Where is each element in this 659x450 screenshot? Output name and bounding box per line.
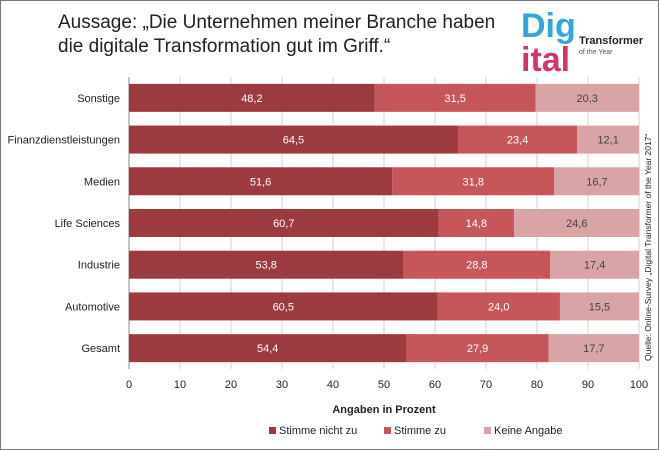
x-axis-title: Angaben in Prozent xyxy=(332,404,436,416)
bar-segment xyxy=(554,167,640,196)
legend-label: Keine Angabe xyxy=(494,425,563,437)
data-label: 23,4 xyxy=(507,135,528,147)
category-label: Medien xyxy=(84,176,120,188)
data-label: 17,4 xyxy=(584,260,605,272)
bar-segment xyxy=(374,83,536,112)
chart-title: Aussage: „Die Unternehmen meiner Branche… xyxy=(58,12,496,57)
legend-label: Stimme nicht zu xyxy=(279,425,357,437)
data-label: 31,8 xyxy=(463,176,484,188)
svg-text:Dig: Dig xyxy=(521,7,576,45)
bar-segment xyxy=(129,292,438,321)
bar-segment xyxy=(437,292,560,321)
legend-swatch xyxy=(484,427,491,434)
x-tick-label: 60 xyxy=(429,379,441,391)
data-label: 24,0 xyxy=(488,301,509,313)
x-tick-label: 0 xyxy=(126,379,132,391)
data-label: 48,2 xyxy=(241,93,262,105)
bar-segment xyxy=(548,334,639,363)
data-label: 28,8 xyxy=(466,260,487,272)
bar-segment xyxy=(129,250,404,279)
category-label: Gesamt xyxy=(81,343,120,355)
x-tick-label: 80 xyxy=(531,379,543,391)
bar-segment xyxy=(129,125,458,154)
data-label: 60,7 xyxy=(273,218,294,230)
category-label: Finanzdienstleistungen xyxy=(7,135,120,147)
x-tick-label: 30 xyxy=(276,379,288,391)
bar-segment xyxy=(559,292,639,321)
legend-swatch xyxy=(384,427,391,434)
bar-segment xyxy=(129,334,407,363)
category-label: Life Sciences xyxy=(55,218,121,230)
data-label: 31,5 xyxy=(444,93,465,105)
x-tick-label: 10 xyxy=(174,379,186,391)
data-label: 20,3 xyxy=(577,93,598,105)
bar-segment xyxy=(550,250,639,279)
category-label: Automotive xyxy=(65,301,120,313)
x-tick-label: 70 xyxy=(480,379,492,391)
bar-segment xyxy=(438,209,515,237)
category-label: Industrie xyxy=(78,260,120,272)
bar-segment xyxy=(535,83,639,112)
logo-text: Transformer xyxy=(579,35,644,47)
x-tick-label: 20 xyxy=(225,379,237,391)
bar-segment xyxy=(129,83,375,112)
bar-segment xyxy=(577,125,639,154)
data-label: 15,5 xyxy=(589,301,610,313)
bar-segment xyxy=(406,334,549,363)
data-label: 53,8 xyxy=(255,260,276,272)
data-label: 24,6 xyxy=(566,218,587,230)
bar-segment xyxy=(129,167,393,196)
digital-transformer-logo: Dig ital Transformer of the Year xyxy=(521,7,644,73)
bar-segment xyxy=(403,250,551,279)
x-tick-label: 50 xyxy=(378,379,390,391)
data-label: 12,1 xyxy=(597,135,618,147)
legend-label: Stimme zu xyxy=(394,425,446,437)
x-tick-label: 90 xyxy=(582,379,594,391)
bar-segment xyxy=(129,209,439,237)
bar-segment xyxy=(514,209,640,237)
data-label: 16,7 xyxy=(586,176,607,188)
category-label: Sonstige xyxy=(77,93,120,105)
data-label: 27,9 xyxy=(467,343,488,355)
bar-segment xyxy=(392,167,555,196)
svg-text:ital: ital xyxy=(521,41,570,73)
data-label: 54,4 xyxy=(257,343,278,355)
logo-subtext: of the Year xyxy=(579,49,613,56)
x-tick-label: 100 xyxy=(630,379,648,391)
data-label: 60,5 xyxy=(273,301,294,313)
data-label: 64,5 xyxy=(283,135,304,147)
data-label: 14,8 xyxy=(466,218,487,230)
x-tick-label: 40 xyxy=(327,379,339,391)
bar-segment xyxy=(457,125,578,154)
data-label: 17,7 xyxy=(583,343,604,355)
legend-swatch xyxy=(269,427,276,434)
data-label: 51,6 xyxy=(250,176,271,188)
